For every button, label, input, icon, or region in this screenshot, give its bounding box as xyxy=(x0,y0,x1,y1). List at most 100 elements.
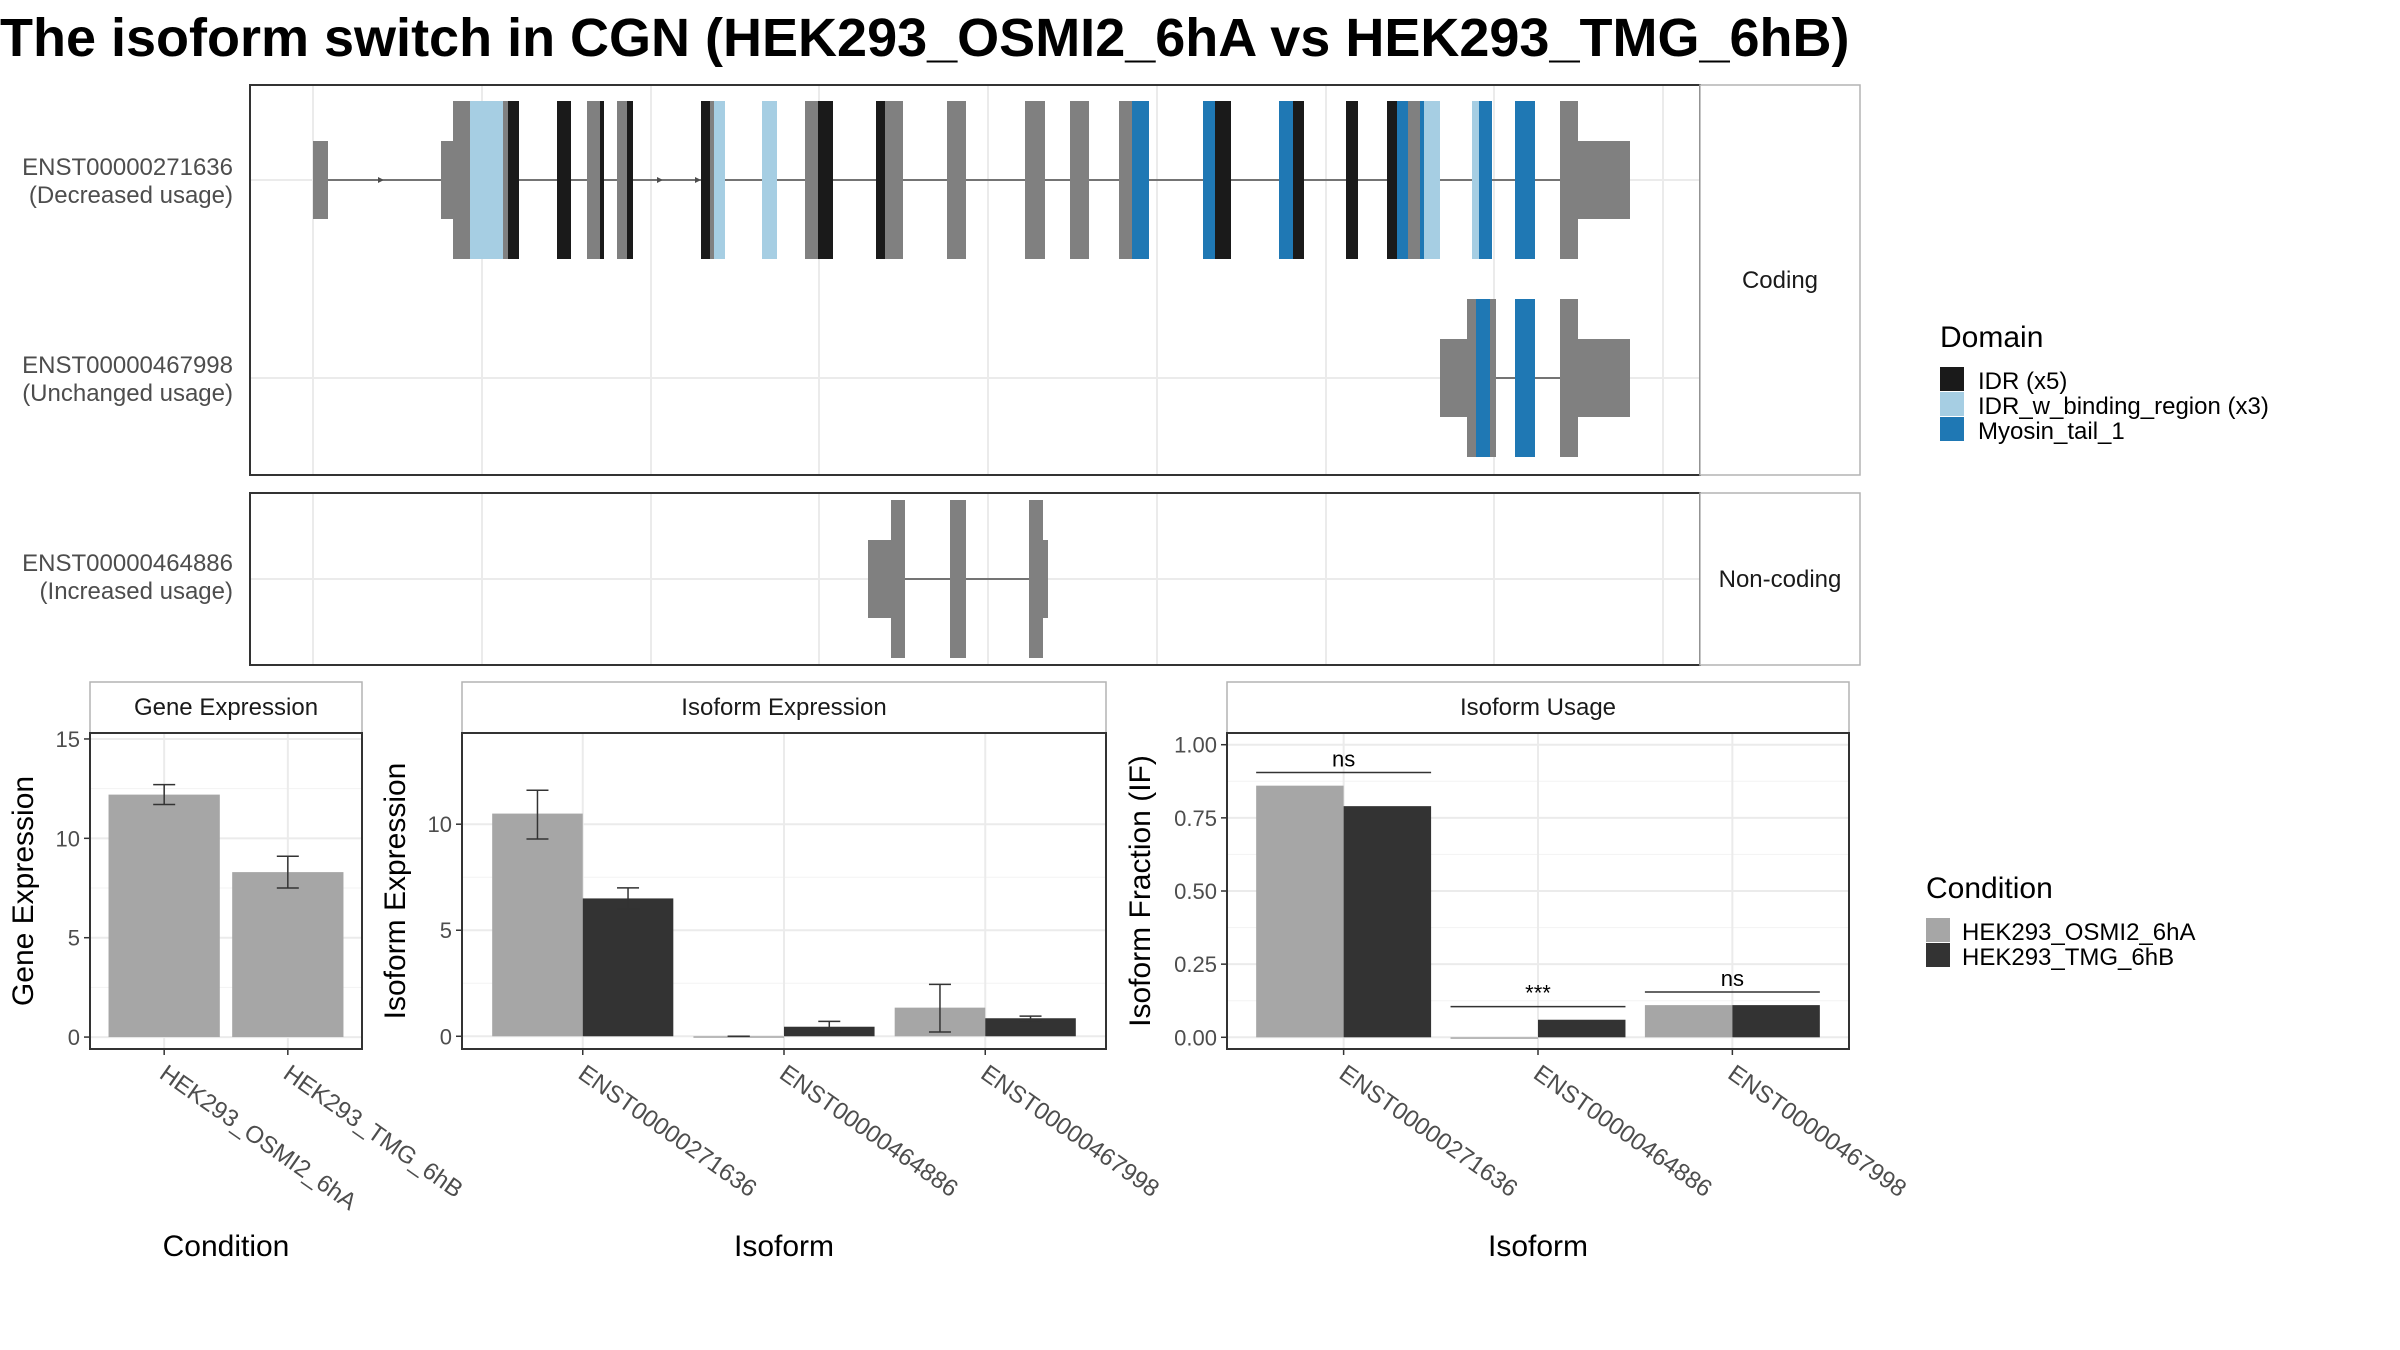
noncoding-facet-label: Non-coding xyxy=(1719,566,1842,593)
transcript-label-usage: (Unchanged usage) xyxy=(22,380,233,407)
x-tick-label: ENST00000464886 xyxy=(1529,1060,1717,1203)
exon-block xyxy=(441,141,453,219)
noncoding-transcripts-panel xyxy=(249,492,1701,666)
y-axis-title: Isoform Expression xyxy=(379,763,412,1020)
domain-legend: Domain IDR (x5) IDR_w_binding_region (x3… xyxy=(1940,321,2269,445)
significance-label: *** xyxy=(1525,981,1551,1006)
facet-strip xyxy=(89,681,363,734)
exon-block xyxy=(1132,101,1149,259)
exon-block xyxy=(762,101,777,259)
x-tick-label: ENST00000467998 xyxy=(976,1060,1164,1203)
exon-block xyxy=(313,141,328,219)
exon-block xyxy=(557,101,571,259)
chart-title: Gene Expression xyxy=(134,694,318,721)
x-tick-label: ENST00000271636 xyxy=(573,1060,761,1203)
exon-block xyxy=(1203,101,1215,259)
exon-block xyxy=(950,500,966,658)
bar xyxy=(492,813,583,1037)
domain-legend-key-myosin xyxy=(1940,417,1964,441)
condition-legend-key-a xyxy=(1926,918,1950,942)
exon-block xyxy=(1387,101,1397,259)
y-tick-label: 0.25 xyxy=(1174,952,1217,977)
exon-block xyxy=(1560,299,1578,457)
domain-legend-key-idr xyxy=(1940,367,1964,391)
exon-block xyxy=(470,101,503,259)
y-tick-label: 0 xyxy=(440,1024,452,1049)
exon-block xyxy=(1476,299,1490,457)
exon-block xyxy=(1440,339,1467,417)
strand-arrow xyxy=(695,177,701,183)
exon-block xyxy=(600,101,604,259)
exon-block xyxy=(710,101,714,259)
y-tick-label: 10 xyxy=(428,812,452,837)
figure-title: The isoform switch in CGN (HEK293_OSMI2_… xyxy=(0,8,1849,68)
x-tick-label: ENST00000464886 xyxy=(775,1060,963,1203)
x-axis-title: Condition xyxy=(163,1230,290,1263)
y-tick-label: 5 xyxy=(68,926,80,951)
exon-block xyxy=(1215,101,1231,259)
transcript-labels: ENST00000271636 (Decreased usage) ENST00… xyxy=(22,154,233,605)
y-axis-title: Gene Expression xyxy=(7,776,40,1006)
coding-transcripts-panel xyxy=(249,84,1701,476)
y-tick-label: 0.50 xyxy=(1174,879,1217,904)
exon-block xyxy=(876,101,885,259)
bar xyxy=(1732,1005,1820,1038)
bar xyxy=(1343,806,1432,1038)
exon-block xyxy=(1490,299,1496,457)
coding-facet-label: Coding xyxy=(1742,267,1818,294)
exon-block xyxy=(1424,101,1440,259)
transcript-label-id: ENST00000271636 xyxy=(22,154,233,181)
noncoding-facet-strip xyxy=(1699,492,1861,666)
isoform-usage-chart: Isoform Usage 0.00 0.25 0.50 0.75 1.00 ns *** ns… xyxy=(1124,681,1911,1263)
condition-legend-title: Condition xyxy=(1926,872,2053,905)
exon-block xyxy=(1025,101,1045,259)
exon-block xyxy=(714,101,725,259)
exon-block xyxy=(1279,101,1293,259)
condition-legend: Condition HEK293_OSMI2_6hA HEK293_TMG_6h… xyxy=(1926,872,2195,971)
bar xyxy=(108,794,220,1038)
transcript-label-id: ENST00000464886 xyxy=(22,550,233,577)
condition-legend-key-b xyxy=(1926,943,1950,967)
y-tick-label: 1.00 xyxy=(1174,733,1217,758)
x-axis-title: Isoform xyxy=(1488,1230,1588,1263)
condition-legend-label: HEK293_TMG_6hB xyxy=(1962,944,2174,971)
transcript-label-id: ENST00000467998 xyxy=(22,352,233,379)
y-tick-label: 10 xyxy=(56,826,80,851)
exon-block xyxy=(885,101,903,259)
exon-block xyxy=(1293,101,1304,259)
exon-block xyxy=(1119,101,1132,259)
bar xyxy=(1450,1037,1538,1039)
strand-arrow xyxy=(657,177,663,183)
exon-block xyxy=(1560,101,1578,259)
exon-block xyxy=(1467,299,1476,457)
domain-legend-label: IDR_w_binding_region (x3) xyxy=(1978,393,2269,420)
bar xyxy=(1538,1019,1626,1038)
exon-block xyxy=(868,540,891,618)
exon-block xyxy=(508,101,519,259)
exon-block xyxy=(1408,101,1420,259)
exon-block xyxy=(947,101,966,259)
bar xyxy=(1256,785,1344,1038)
exon-block xyxy=(453,101,470,259)
exon-block xyxy=(818,101,833,259)
chart-title: Isoform Expression xyxy=(681,694,886,721)
significance-label: ns xyxy=(1332,747,1355,772)
x-tick-label: HEK293_OSMI2_6hA xyxy=(155,1060,362,1216)
y-axis-title: Isoform Fraction (IF) xyxy=(1124,755,1157,1027)
facet-strip xyxy=(1226,681,1850,734)
bar xyxy=(232,872,344,1038)
facet-strip xyxy=(461,681,1107,734)
exon-block xyxy=(1472,101,1479,259)
domain-legend-title: Domain xyxy=(1940,321,2043,354)
condition-legend-label: HEK293_OSMI2_6hA xyxy=(1962,919,2195,946)
exon-block xyxy=(1578,141,1630,219)
exon-block xyxy=(805,101,818,259)
facet-strips: Coding Non-coding xyxy=(1699,84,1861,666)
x-tick-label: ENST00000467998 xyxy=(1723,1060,1911,1203)
coding-facet-strip xyxy=(1699,84,1861,476)
y-tick-label: 0.75 xyxy=(1174,806,1217,831)
exon-block xyxy=(587,101,600,259)
exon-block xyxy=(503,101,508,259)
